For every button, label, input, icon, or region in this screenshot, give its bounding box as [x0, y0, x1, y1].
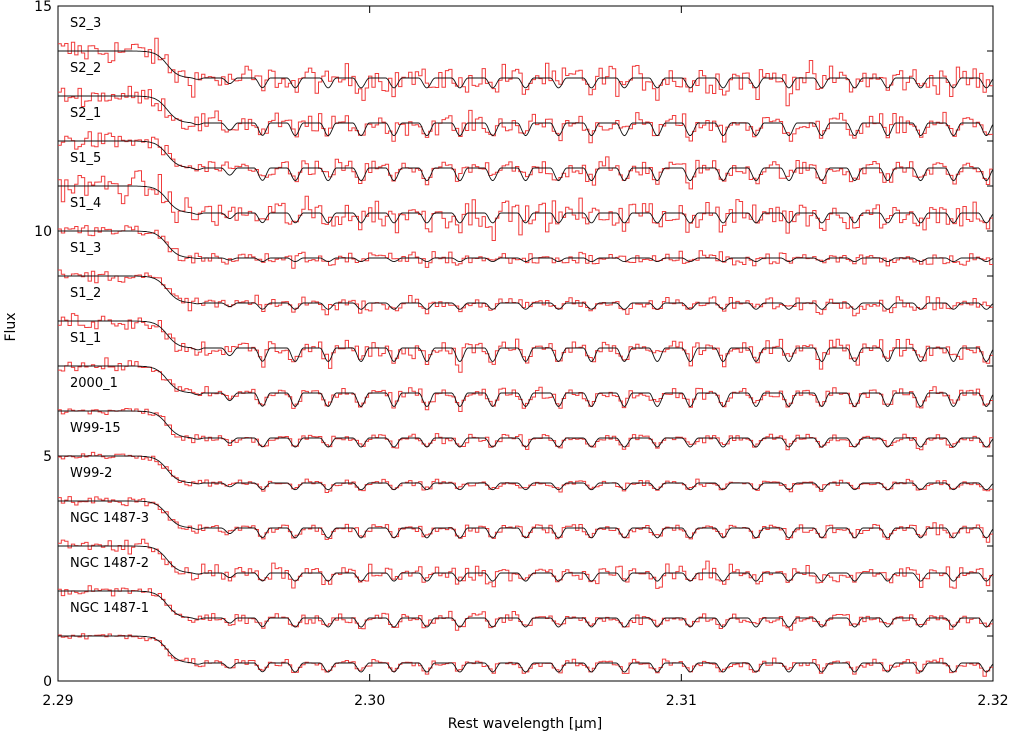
series-label: S2_3	[70, 16, 101, 31]
y-tick-label: 0	[43, 674, 52, 690]
model-spectrum-line	[58, 275, 994, 310]
model-spectrum-line	[58, 410, 994, 448]
model-spectrum-line	[58, 140, 994, 182]
series-label: S1_1	[70, 331, 101, 346]
series-label: S2_1	[70, 106, 101, 121]
x-tick-label: 2.30	[354, 693, 385, 709]
series-label: S1_5	[70, 151, 101, 166]
series-labels: S2_3 S2_2 S2_1 S1_5 S1_4 S1_3 S1_2 S1_1 2000_1 W9…	[70, 16, 149, 616]
y-tick-label: 15	[34, 0, 52, 15]
observed-spectrum-line	[58, 496, 993, 543]
x-tick-label: 2.29	[42, 693, 73, 709]
observed-spectrum-line	[58, 313, 993, 373]
model-spectrum-line	[58, 95, 994, 137]
y-tick-label: 10	[34, 224, 52, 240]
series-label: S1_3	[70, 241, 101, 256]
model-spectrum-line	[58, 500, 994, 539]
model-spectrum-line	[58, 635, 994, 673]
observed-spectrum-line	[58, 225, 993, 269]
observed-spectrum-line	[58, 633, 993, 677]
model-spectrum-line	[58, 545, 994, 582]
model-spectrum-line	[58, 50, 994, 89]
observed-spectrum-line	[58, 37, 993, 107]
x-tick-labels: 2.29 2.30 2.31 2.32	[42, 693, 1008, 709]
model-spectrum-line	[58, 185, 994, 224]
series-label: NGC 1487-3	[70, 511, 149, 526]
observed-spectrum-line	[58, 269, 993, 317]
series-label: NGC 1487-2	[70, 556, 149, 571]
series-label: S2_2	[70, 61, 101, 76]
x-tick-label: 2.31	[666, 693, 697, 709]
series-label: 2000_1	[70, 376, 118, 391]
model-spectrum-line	[58, 230, 994, 263]
observed-spectrum-line	[58, 85, 993, 144]
plot-frame	[57, 5, 994, 682]
y-tick-labels: 0 5 10 15	[34, 0, 52, 690]
y-tick-label: 5	[43, 449, 52, 465]
observed-spectrum-line	[58, 357, 993, 412]
observed-spectrum-line	[58, 585, 993, 631]
observed-spectrum-line	[58, 131, 993, 190]
x-axis-label: Rest wavelength [µm]	[448, 716, 602, 732]
model-spectrum-line	[58, 455, 994, 491]
series-lines	[58, 37, 994, 677]
model-spectrum-line	[58, 365, 994, 408]
series-label: S1_2	[70, 286, 101, 301]
series-label: W99-15	[70, 421, 121, 436]
x-tick-label: 2.32	[977, 693, 1008, 709]
series-label: S1_4	[70, 196, 101, 211]
observed-spectrum-line	[58, 408, 993, 451]
y-axis-label: Flux	[3, 312, 19, 341]
model-spectrum-line	[58, 320, 994, 363]
model-spectrum-line	[58, 590, 994, 628]
series-label: W99-2	[70, 466, 112, 481]
observed-spectrum-line	[58, 170, 993, 241]
observed-spectrum-line	[58, 451, 993, 493]
observed-spectrum-line	[58, 538, 993, 589]
series-label: NGC 1487-1	[70, 601, 149, 616]
